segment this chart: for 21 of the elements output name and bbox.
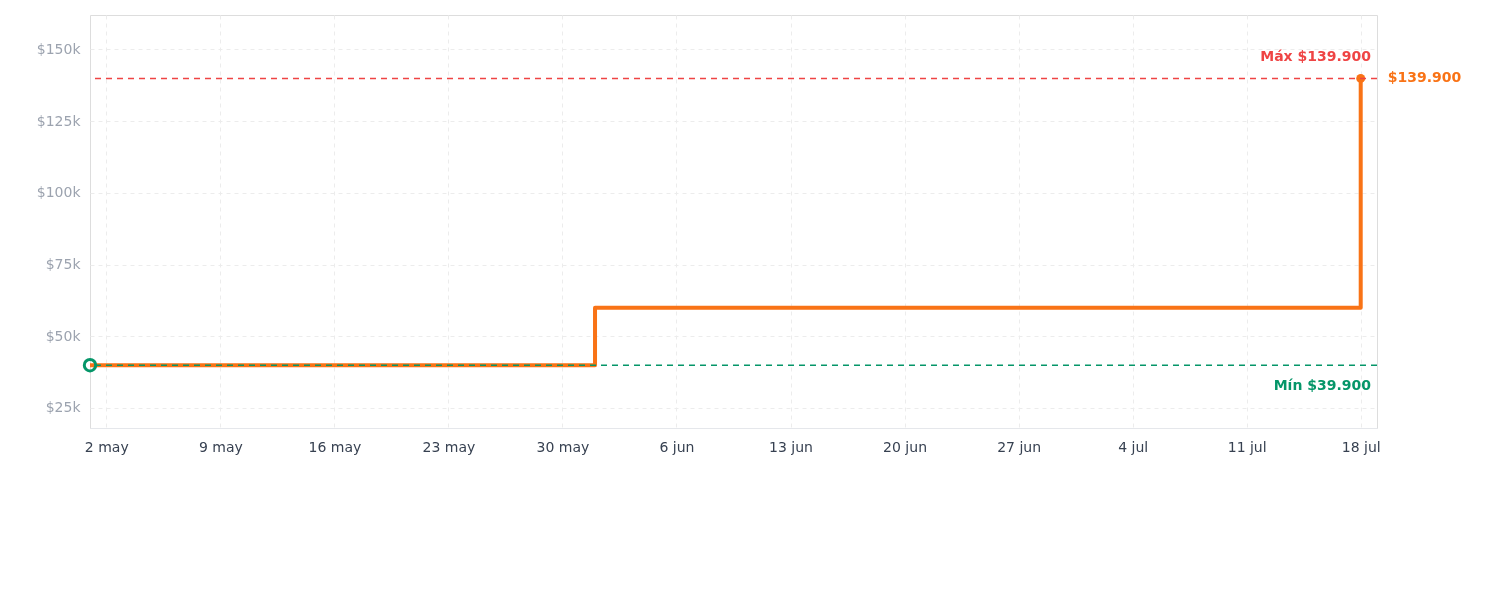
y-tick-label: $50k bbox=[45, 327, 82, 344]
x-tick-label: 23 may bbox=[422, 438, 476, 455]
x-tick-label: 27 jun bbox=[997, 438, 1042, 455]
x-tick-label: 6 jun bbox=[659, 438, 695, 455]
y-tick-label: $125k bbox=[36, 112, 82, 129]
x-tick-label: 11 jul bbox=[1227, 438, 1267, 455]
x-tick-label: 13 jun bbox=[769, 438, 813, 455]
x-tick-label: 20 jun bbox=[883, 438, 928, 455]
x-tick-label: 16 may bbox=[308, 438, 362, 455]
x-tick-label: 30 may bbox=[536, 438, 590, 455]
x-tick-label: 2 may bbox=[84, 438, 129, 455]
y-tick-label: $100k bbox=[36, 184, 82, 201]
annotation: $139.900 bbox=[1387, 69, 1462, 86]
y-tick-label: $25k bbox=[45, 399, 82, 416]
x-tick-label: 4 jul bbox=[1118, 438, 1149, 455]
x-tick-label: 9 may bbox=[198, 438, 243, 455]
y-tick-label: $75k bbox=[45, 256, 82, 273]
ref-line-label: Máx $139.900 bbox=[1260, 48, 1372, 65]
ref-line-label: Mín $39.900 bbox=[1273, 377, 1372, 394]
x-tick-label: 18 jul bbox=[1341, 438, 1381, 455]
y-tick-label: $150k bbox=[36, 40, 82, 57]
